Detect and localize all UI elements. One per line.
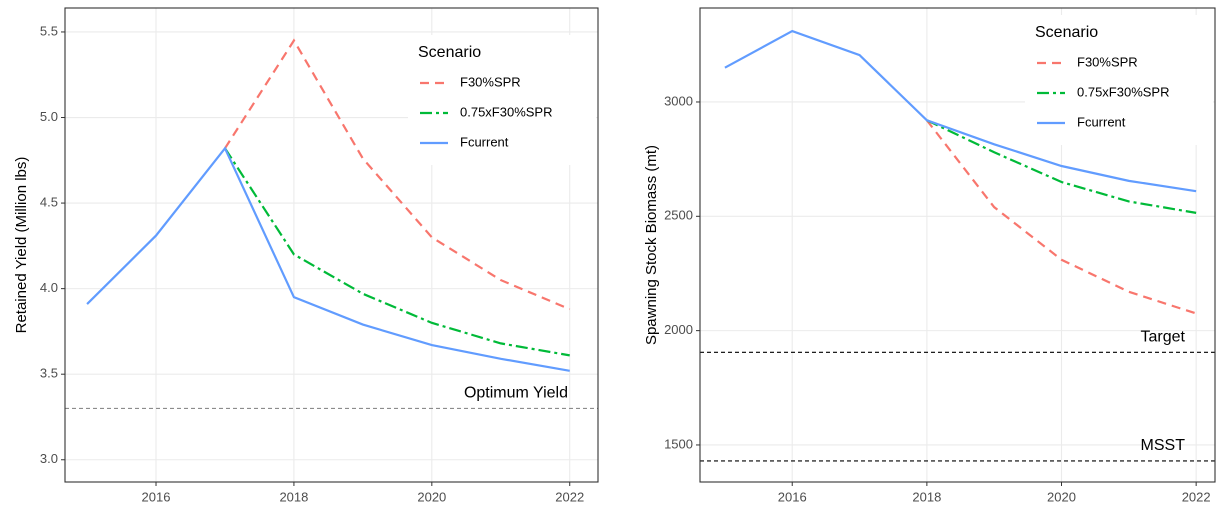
- legend-label: F30%SPR: [1077, 54, 1138, 69]
- x-tick-label: 2022: [555, 489, 584, 504]
- y-tick-label: 3.5: [40, 366, 58, 381]
- series-line: [86, 146, 570, 372]
- y-tick-label: 4.5: [40, 195, 58, 210]
- y-axis-title: Spawning Stock Biomass (mt): [643, 145, 660, 345]
- reference-label: Target: [1141, 329, 1186, 346]
- legend-label: 0.75xF30%SPR: [460, 104, 553, 119]
- y-tick-label: 5.5: [40, 23, 58, 38]
- reference-label: Optimum Yield: [464, 385, 568, 402]
- y-tick-label: 3000: [664, 93, 693, 108]
- x-tick-label: 2016: [778, 489, 807, 504]
- reference-label: MSST: [1141, 437, 1186, 454]
- legend-title: Scenario: [1035, 24, 1098, 41]
- y-tick-label: 2000: [664, 322, 693, 337]
- legend-label: 0.75xF30%SPR: [1077, 84, 1170, 99]
- plot-border: [699, 7, 1216, 483]
- x-tick-label: 2016: [142, 489, 171, 504]
- x-tick-label: 2022: [1182, 489, 1211, 504]
- y-tick-label: 1500: [664, 436, 693, 451]
- panel: 1500 2000 2500 3000 2016 2018 2020 2022 Spawning…: [643, 7, 1216, 504]
- x-tick-label: 2020: [417, 489, 446, 504]
- series-line: [224, 38, 571, 311]
- y-tick-label: 3.0: [40, 451, 58, 466]
- series-line: [926, 119, 1197, 214]
- y-tick-label: 4.0: [40, 280, 58, 295]
- series-line: [925, 119, 1197, 315]
- x-tick-label: 2018: [279, 489, 308, 504]
- series-line: [724, 29, 1197, 193]
- x-tick-label: 2020: [1047, 489, 1076, 504]
- plot-border: [64, 7, 599, 483]
- legend-title: Scenario: [418, 44, 481, 61]
- legend-label: F30%SPR: [460, 74, 521, 89]
- x-tick-label: 2018: [912, 489, 941, 504]
- y-tick-label: 5.0: [40, 109, 58, 124]
- y-tick-label: 2500: [664, 208, 693, 223]
- legend-label: Fcurrent: [460, 134, 509, 149]
- panel: 3.0 3.5 4.0 4.5 5.0 5.5 2016 2018 2020 2022 Retain…: [13, 7, 599, 504]
- y-axis-title: Retained Yield (Million lbs): [13, 157, 30, 334]
- legend-label: Fcurrent: [1077, 114, 1126, 129]
